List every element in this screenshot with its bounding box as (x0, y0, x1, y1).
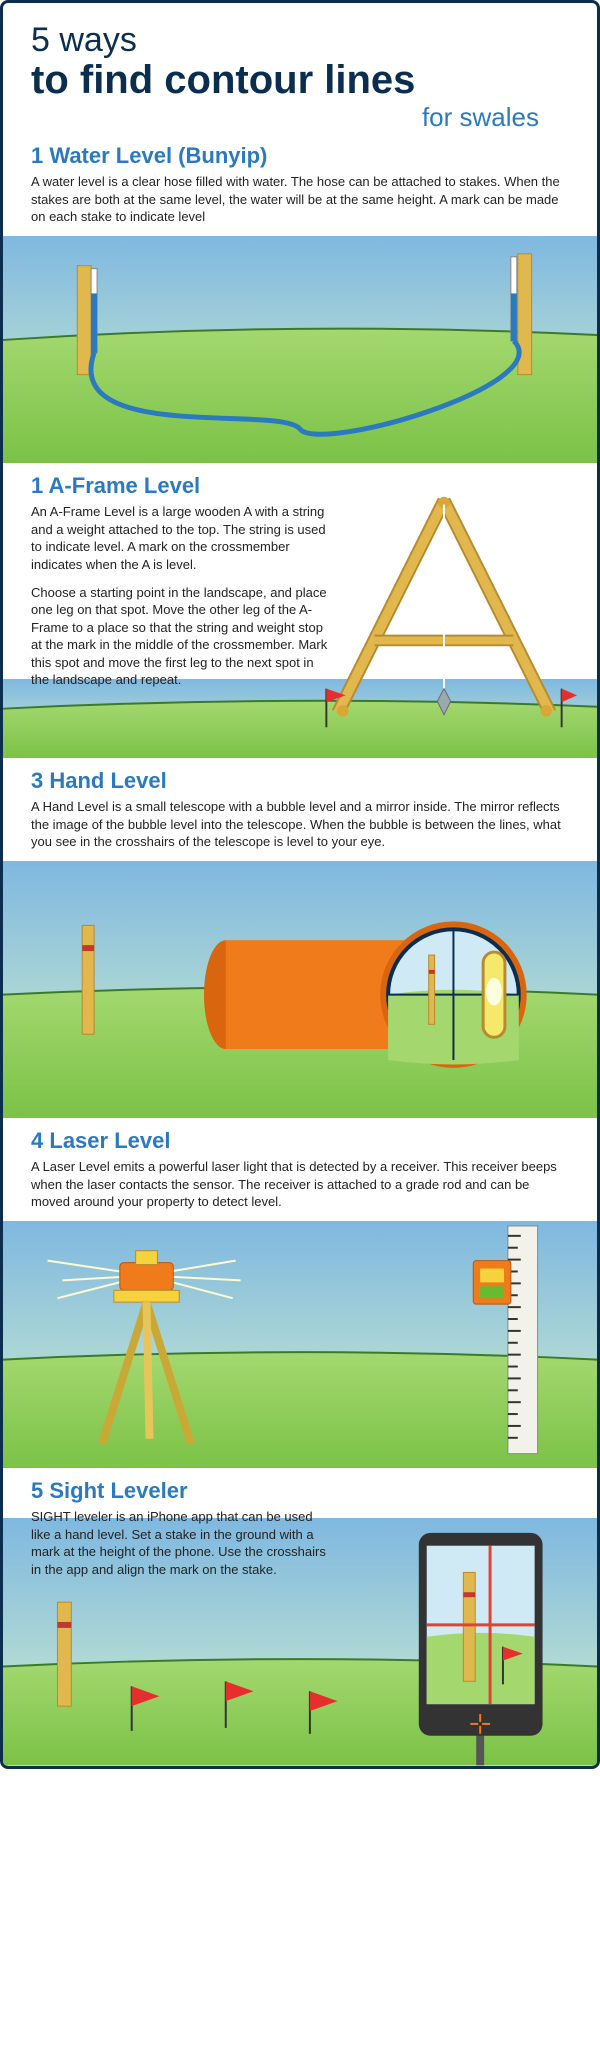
water-level-illustration (3, 236, 597, 464)
title-line1: 5 ways (31, 21, 569, 60)
poster-header: 5 ways to find contour lines for swales (3, 3, 597, 133)
section-hand-level: 3 Hand Level A Hand Level is a small tel… (3, 758, 597, 851)
section-body: A water level is a clear hose filled wit… (31, 173, 569, 226)
laser-level-illustration (3, 1221, 597, 1469)
section-body: An A-Frame Level is a large wooden A wit… (31, 503, 331, 573)
section-laser-level: 4 Laser Level A Laser Level emits a powe… (3, 1118, 597, 1211)
infographic-poster: 5 ways to find contour lines for swales … (0, 0, 600, 1769)
title-line3: for swales (31, 102, 569, 133)
section-body: A Laser Level emits a powerful laser lig… (31, 1158, 569, 1211)
a-frame-illustration (309, 491, 579, 742)
section-title: 3 Hand Level (31, 768, 569, 794)
section-a-frame: 1 A-Frame Level An A-Frame Level is a la… (3, 463, 597, 688)
section-body-2: Choose a starting point in the landscape… (31, 584, 331, 689)
section-title: 5 Sight Leveler (31, 1478, 569, 1504)
section-title: 1 Water Level (Bunyip) (31, 143, 569, 169)
section-water-level: 1 Water Level (Bunyip) A water level is … (3, 133, 597, 226)
section-body: SIGHT leveler is an iPhone app that can … (31, 1508, 331, 1578)
section-title: 4 Laser Level (31, 1128, 569, 1154)
hand-level-illustration (3, 861, 597, 1118)
section-sight-leveler: 5 Sight Leveler SIGHT leveler is an iPho… (3, 1468, 597, 1578)
title-line2: to find contour lines (31, 60, 569, 100)
section-body: A Hand Level is a small telescope with a… (31, 798, 569, 851)
